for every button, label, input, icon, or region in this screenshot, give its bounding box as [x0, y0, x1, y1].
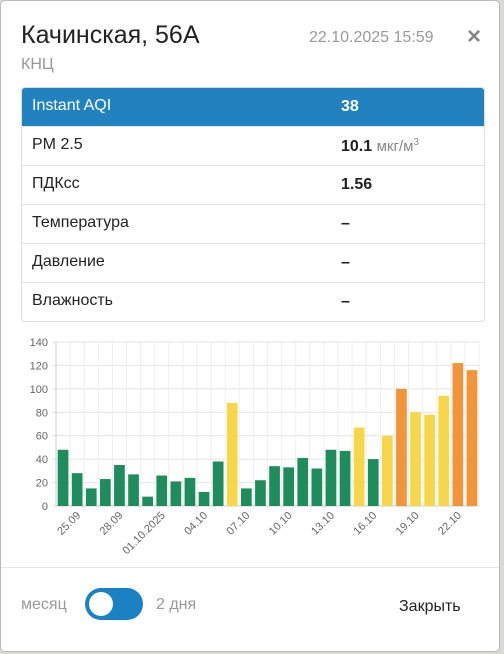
- bar: [353, 427, 365, 506]
- y-tick-label: 100: [30, 384, 48, 396]
- y-tick-label: 0: [42, 501, 48, 513]
- table-row: Температура –: [22, 204, 484, 243]
- bar: [114, 465, 125, 506]
- bar: [452, 363, 464, 506]
- table-row: Instant AQI 38: [22, 88, 484, 126]
- bar: [142, 496, 154, 506]
- unit: мкг/м3: [376, 137, 419, 155]
- row-label: PM 2.5: [32, 136, 83, 153]
- y-tick-label: 120: [30, 360, 48, 372]
- x-tick-label: 13.10: [309, 510, 337, 538]
- value: 10.1: [341, 138, 373, 155]
- bar: [269, 466, 280, 506]
- x-tick-label: 01.10.2025: [120, 510, 167, 557]
- bar: [339, 450, 351, 506]
- bar: [198, 491, 210, 506]
- x-tick-label: 10.10: [267, 510, 295, 538]
- y-tick-label: 40: [36, 454, 48, 466]
- value: 38: [341, 98, 359, 115]
- bar: [466, 370, 478, 506]
- unit-sup: 3: [413, 137, 419, 148]
- bar: [396, 388, 407, 506]
- row-label: Instant AQI: [32, 97, 112, 114]
- bar: [311, 468, 323, 506]
- subtitle: КНЦ: [21, 56, 54, 73]
- bar: [99, 479, 111, 506]
- close-button[interactable]: Закрыть: [399, 598, 461, 615]
- bar: [255, 480, 266, 506]
- divider: [1, 567, 499, 568]
- title: Качинская, 56А: [21, 21, 200, 49]
- x-tick-label: 19.10: [394, 510, 422, 538]
- x-tick-label: 28.09: [98, 510, 126, 538]
- y-tick-label: 140: [30, 337, 48, 349]
- bar: [283, 467, 295, 506]
- bar: [85, 488, 97, 506]
- bar: [184, 477, 196, 506]
- row-value: –: [341, 215, 350, 233]
- bar: [381, 435, 393, 506]
- bar: [156, 475, 168, 506]
- bar: [71, 473, 83, 506]
- row-label: Температура: [32, 214, 129, 231]
- toggle[interactable]: [85, 588, 143, 620]
- bar: [410, 412, 421, 506]
- table: Instant AQI 38 PM 2.5 10.1 мкг/м3 ПДКсс 1.56 Т…: [21, 87, 485, 322]
- row-value: 10.1 мкг/м3: [341, 137, 419, 156]
- toggle-right-label: 2 дня: [156, 596, 197, 613]
- bar: [212, 461, 224, 506]
- toggle-knob: [89, 592, 113, 616]
- bar: [438, 395, 450, 506]
- bar: [424, 414, 436, 506]
- x-tick-label: 16.10: [351, 510, 379, 538]
- y-tick-label: 80: [36, 407, 48, 419]
- x-tick-label: 25.09: [55, 510, 83, 538]
- bar: [226, 402, 238, 506]
- row-label: Давление: [32, 253, 105, 270]
- row-value: 1.56: [341, 176, 372, 194]
- x-tick-label: 07.10: [225, 510, 253, 538]
- row-label: Влажность: [32, 292, 114, 309]
- row-value: –: [341, 254, 350, 272]
- bar: [57, 449, 69, 506]
- x-tick-label: 22.10: [436, 510, 464, 538]
- value: –: [341, 254, 350, 271]
- row-value: –: [341, 293, 350, 311]
- y-tick-label: 60: [36, 431, 48, 443]
- value: 1.56: [341, 176, 373, 193]
- x-tick-label: 04.10: [182, 510, 210, 538]
- table-row: Влажность –: [22, 282, 484, 321]
- value: –: [341, 215, 350, 232]
- row-label: ПДКсс: [32, 175, 80, 192]
- bar: [367, 459, 379, 506]
- y-tick-label: 20: [36, 478, 48, 490]
- date: 22.10.2025 15:59: [309, 29, 434, 46]
- bar: [325, 449, 337, 506]
- table-row: ПДКсс 1.56: [22, 165, 484, 204]
- bar: [170, 481, 182, 506]
- table-row: PM 2.5 10.1 мкг/м3: [22, 126, 484, 165]
- value: –: [341, 293, 350, 310]
- bar: [128, 474, 139, 506]
- row-value: 38: [341, 98, 359, 116]
- toggle-left-label: месяц: [21, 596, 67, 613]
- bar: [240, 488, 252, 506]
- close-icon[interactable]: ×: [467, 23, 482, 50]
- bar: [297, 457, 309, 506]
- table-row: Давление –: [22, 243, 484, 282]
